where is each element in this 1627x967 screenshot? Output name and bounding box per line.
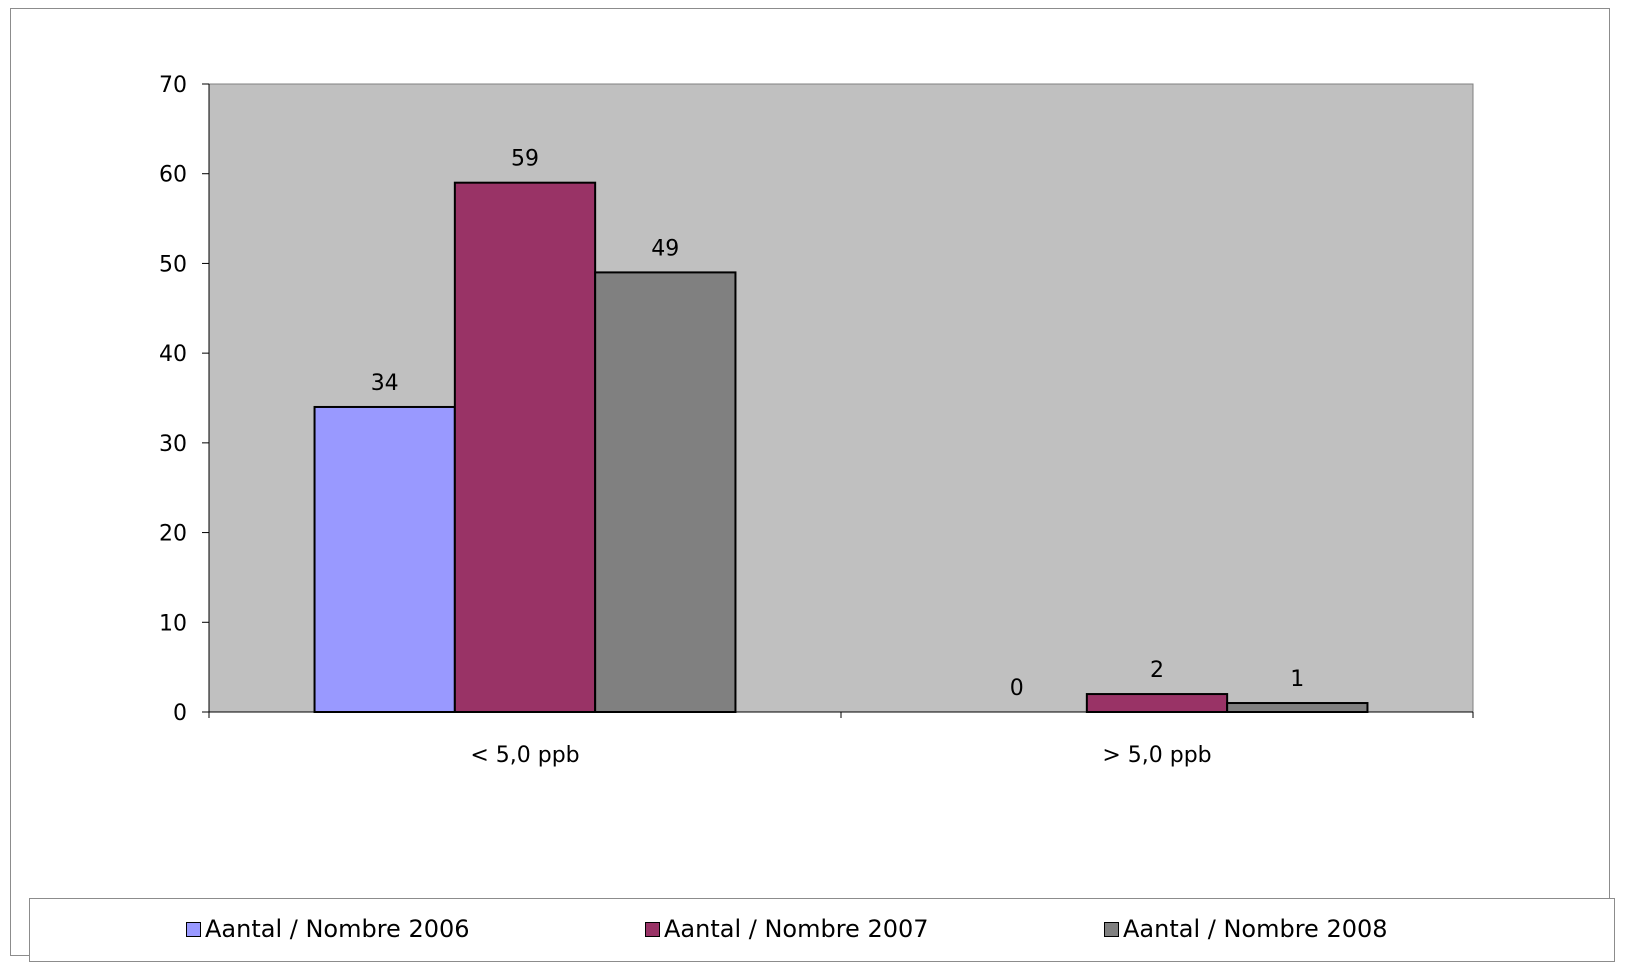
bar [594, 271, 737, 713]
data-label: 59 [511, 147, 539, 172]
legend-item-2006: Aantal / Nombre 2006 [186, 915, 470, 943]
x-tick-label: > 5,0 ppb [1102, 743, 1211, 768]
legend-label-2007: Aantal / Nombre 2007 [664, 915, 929, 943]
data-label: 49 [651, 236, 679, 261]
bar [1226, 702, 1369, 713]
bar [1085, 693, 1229, 713]
y-tick-label: 40 [159, 342, 187, 367]
y-tick-label: 70 [159, 73, 187, 98]
data-label: 2 [1150, 658, 1164, 683]
data-label: 0 [1010, 676, 1024, 701]
legend-swatch-2006 [186, 921, 201, 937]
y-tick-label: 60 [159, 163, 187, 188]
y-tick-label: 10 [159, 611, 187, 636]
data-label: 1 [1290, 667, 1304, 692]
legend-swatch-2008 [1104, 921, 1119, 937]
legend-label-2008: Aantal / Nombre 2008 [1123, 915, 1388, 943]
bar [313, 405, 456, 713]
bar [453, 181, 597, 713]
y-tick-label: 30 [159, 432, 187, 457]
y-tick-label: 20 [159, 522, 187, 547]
data-label: 34 [371, 371, 399, 396]
x-tick-label: < 5,0 ppb [470, 743, 579, 768]
legend-item-2007: Aantal / Nombre 2007 [645, 915, 929, 943]
legend-item-2008: Aantal / Nombre 2008 [1104, 915, 1388, 943]
legend: Aantal / Nombre 2006 Aantal / Nombre 200… [29, 898, 1615, 962]
y-tick-label: 50 [159, 252, 187, 277]
y-tick-label: 0 [173, 701, 187, 726]
legend-label-2006: Aantal / Nombre 2006 [205, 915, 470, 943]
legend-swatch-2007 [645, 921, 660, 937]
